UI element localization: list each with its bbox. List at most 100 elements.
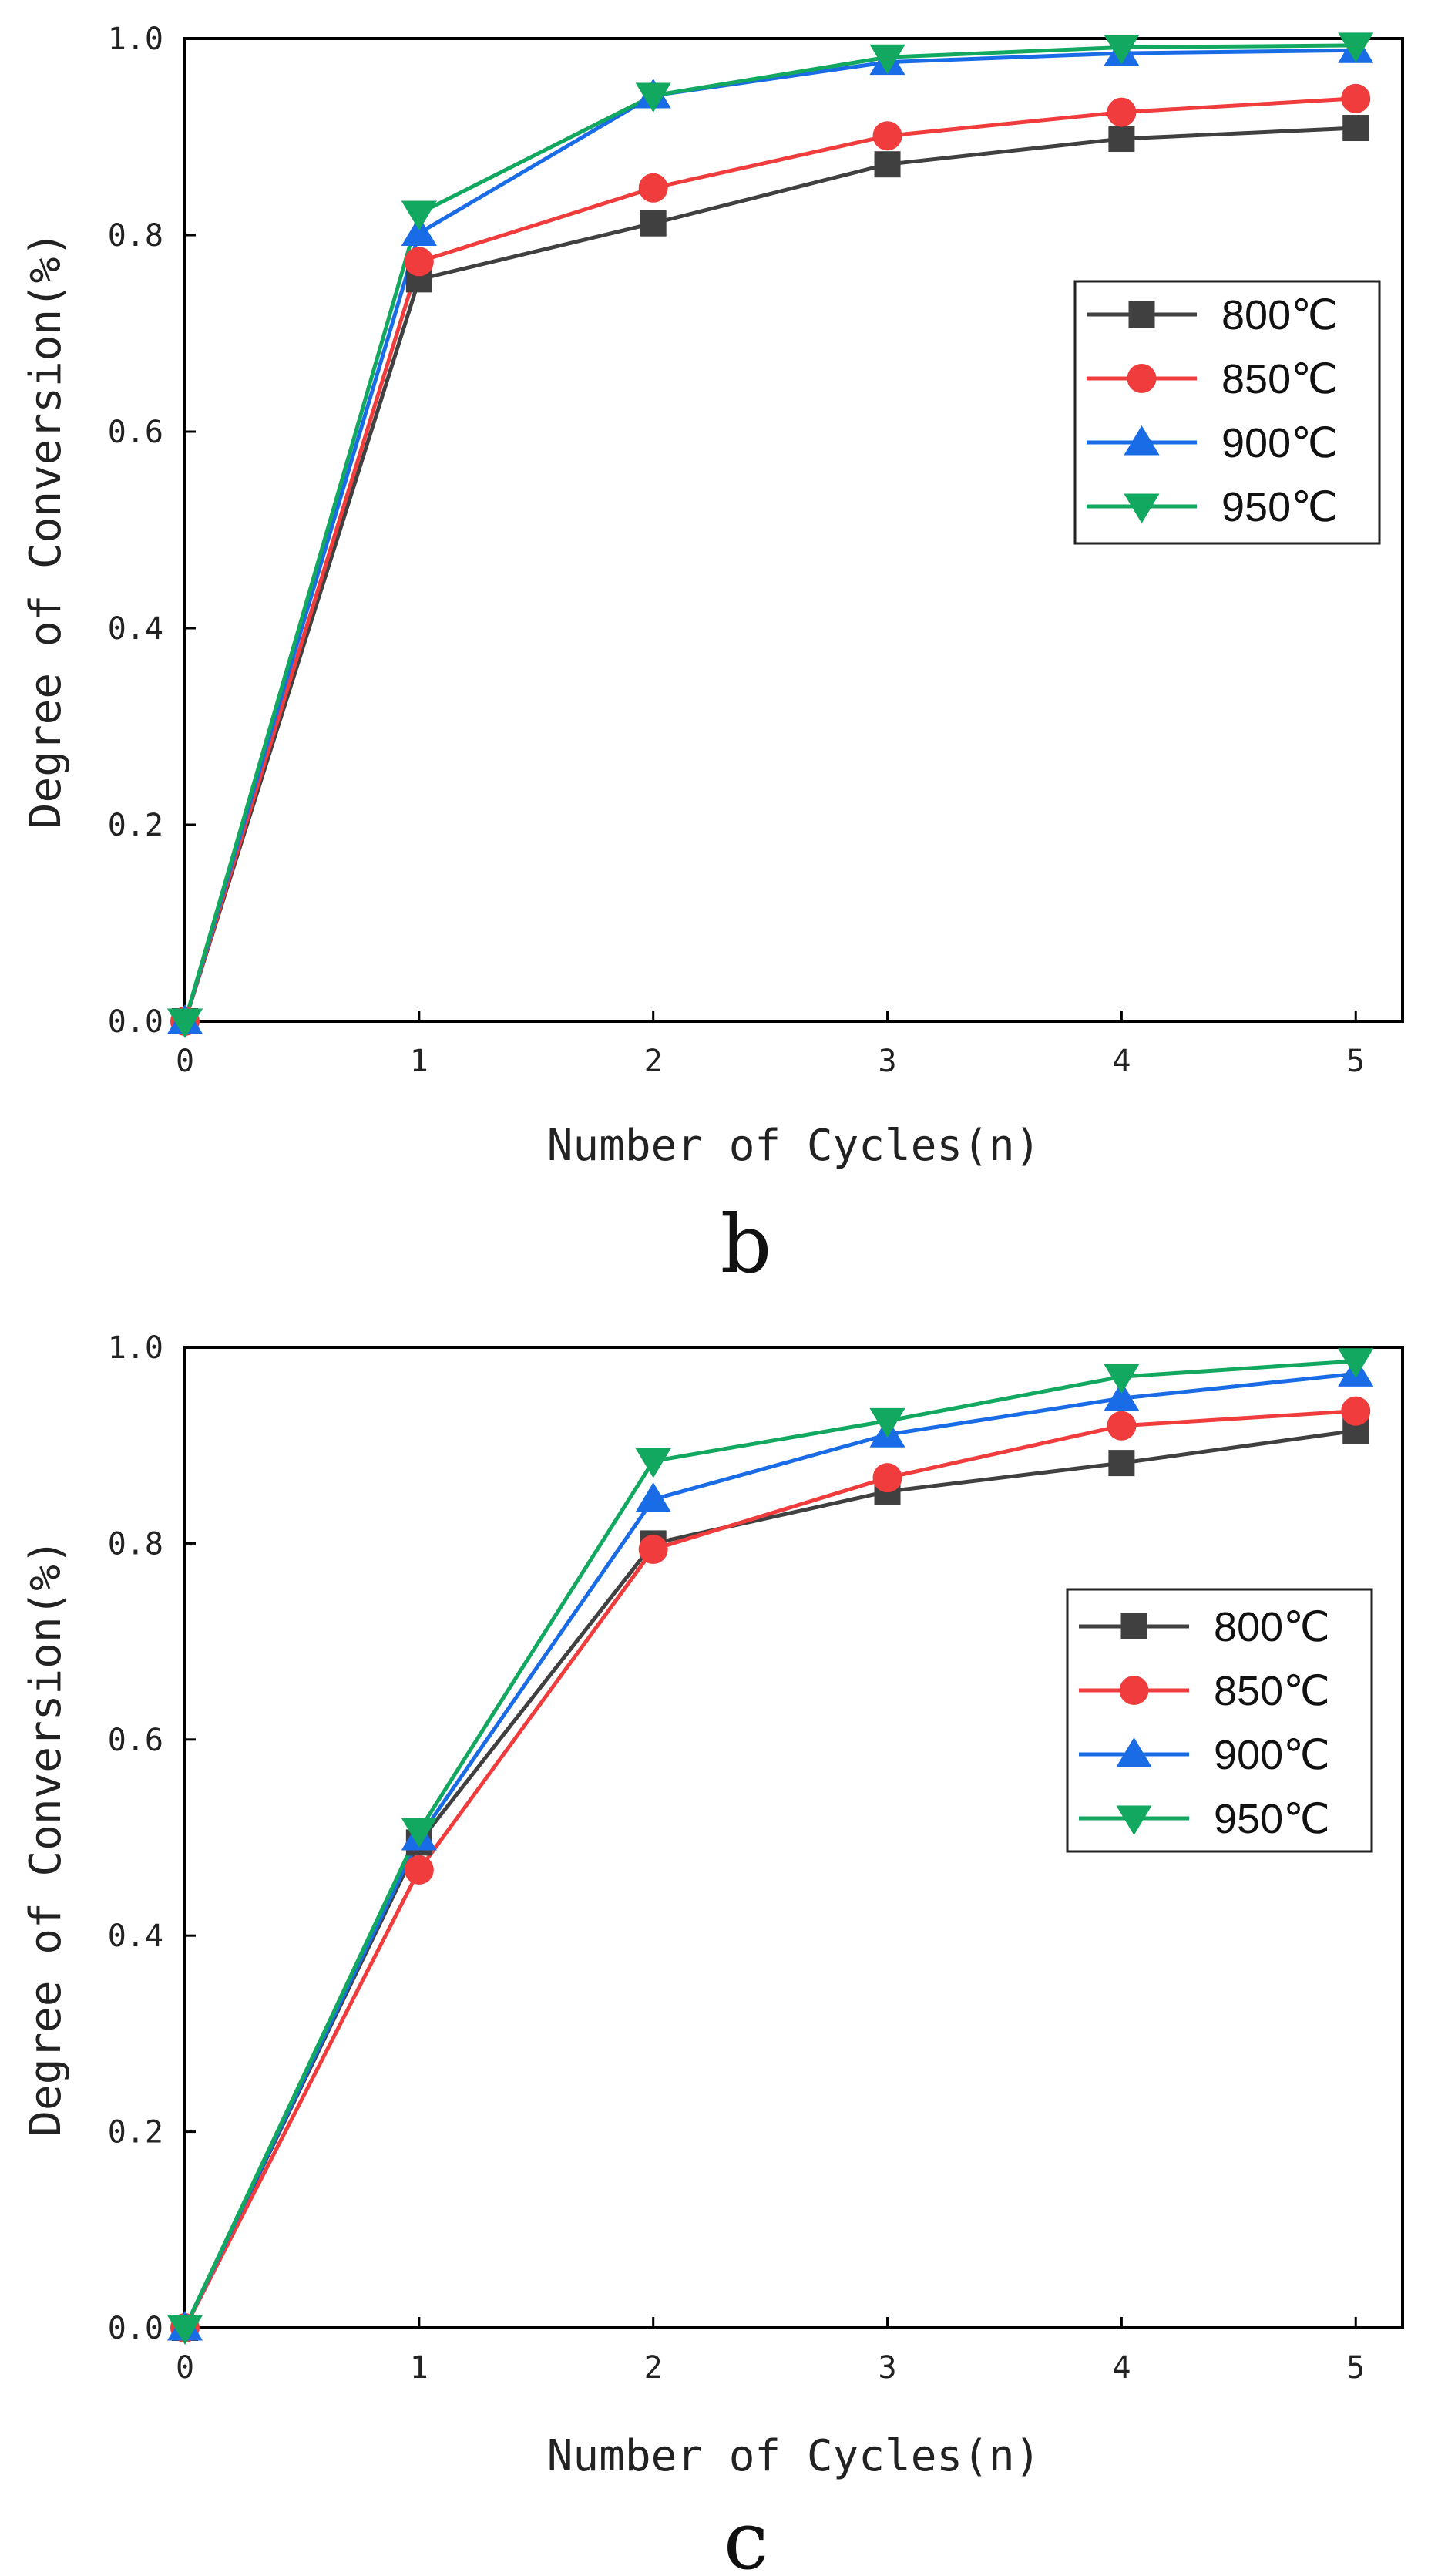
data-point: [401, 1818, 437, 1848]
series-markers-950℃: [166, 1348, 1374, 2345]
data-point: [869, 1407, 905, 1438]
legend-label: 800℃: [1221, 292, 1338, 338]
x-tick-label: 5: [1346, 1044, 1365, 1079]
panel-label: c: [724, 2494, 768, 2576]
series-markers-850℃: [170, 83, 1371, 1036]
y-tick-label: 0.6: [108, 1723, 163, 1758]
data-point: [635, 1482, 671, 1512]
panel-label: b: [721, 1197, 772, 1291]
legend-marker: [1124, 425, 1160, 456]
legend-marker: [1116, 1805, 1152, 1835]
x-tick-label: 3: [878, 2350, 896, 2386]
x-tick-label: 0: [176, 1044, 194, 1079]
legend-marker: [1116, 1737, 1152, 1767]
data-point: [872, 1463, 902, 1493]
series-line: [183, 1359, 1356, 2329]
legend-label: 850℃: [1221, 356, 1338, 402]
data-point: [166, 1008, 203, 1038]
legend-label: 800℃: [1214, 1604, 1330, 1650]
legend-label: 950℃: [1221, 484, 1338, 530]
y-tick-label: 0.4: [108, 1919, 163, 1954]
data-point: [1104, 34, 1140, 65]
data-point: [638, 1535, 668, 1565]
data-point: [1338, 32, 1374, 62]
plot-frame: [183, 1346, 1404, 2329]
series-950℃: [183, 43, 1356, 1022]
y-axis-title: Degree of Conversion(%): [21, 1539, 71, 2136]
y-tick-label: 0.2: [108, 2115, 163, 2151]
data-point: [166, 2315, 203, 2345]
x-tick-label: 2: [644, 1044, 663, 1079]
legend: 800℃ 850℃ 900℃ 950℃: [1073, 280, 1381, 545]
x-tick-label: 3: [878, 1044, 896, 1079]
data-point: [1341, 83, 1371, 113]
y-tick-label: 0.0: [108, 1004, 163, 1040]
data-point: [640, 210, 667, 237]
plot-frame: [183, 37, 1404, 1023]
series-800℃: [183, 1428, 1356, 2329]
legend-marker: [1119, 1676, 1149, 1705]
series-markers-950℃: [166, 32, 1374, 1038]
x-tick-label: 4: [1112, 1044, 1131, 1079]
legend: 800℃ 850℃ 900℃ 950℃: [1066, 1588, 1373, 1853]
data-point: [1107, 1411, 1137, 1441]
data-point: [1104, 1381, 1140, 1411]
x-tick-label: 1: [410, 2350, 428, 2386]
series-markers-850℃: [170, 1396, 1371, 2342]
legend-label: 900℃: [1214, 1732, 1330, 1778]
y-tick-label: 0.8: [108, 1526, 163, 1562]
series-line: [183, 43, 1356, 1022]
legend-marker: [1124, 493, 1160, 523]
chart-panel-b: 0 1 2 3 4 5 0.0 0.2 0.4 0.6 0.8 1.0 Number of Cycles…: [21, 22, 1404, 1291]
chart-panel-c: 0 1 2 3 4 5 0.0 0.2 0.4 0.6 0.8 1.0 Number of Cycles…: [21, 1330, 1404, 2576]
series-900℃: [183, 48, 1356, 1022]
data-point: [1108, 126, 1135, 153]
x-tick-label: 0: [176, 2350, 194, 2386]
data-point: [404, 247, 434, 277]
data-point: [1338, 1348, 1374, 1378]
legend-label: 900℃: [1221, 420, 1338, 466]
series-markers-800℃: [172, 1417, 1369, 2341]
data-point: [401, 216, 437, 246]
y-tick-label: 0.6: [108, 415, 163, 450]
y-axis-title: Degree of Conversion(%): [21, 231, 71, 829]
data-point: [635, 82, 671, 113]
x-tick-label: 1: [410, 1044, 428, 1079]
data-point: [1107, 97, 1137, 127]
series-line: [183, 1428, 1356, 2329]
y-tick-label: 1.0: [108, 1330, 163, 1366]
data-point: [1341, 1396, 1371, 1426]
series-line: [183, 48, 1356, 1022]
data-point: [1108, 1450, 1135, 1477]
legend-marker: [1127, 364, 1157, 393]
series-850℃: [183, 1409, 1356, 2329]
legend-box: [1073, 280, 1381, 545]
data-point: [872, 121, 902, 151]
data-point: [874, 151, 901, 178]
data-point: [635, 1448, 671, 1478]
data-point: [638, 173, 668, 203]
legend-label: 850℃: [1214, 1668, 1330, 1714]
data-point: [404, 1855, 434, 1885]
x-axis-title: Number of Cycles(n): [547, 2431, 1041, 2481]
y-tick-label: 0.0: [108, 2311, 163, 2346]
data-point: [869, 44, 905, 75]
x-axis-title: Number of Cycles(n): [547, 1121, 1041, 1171]
y-tick-label: 0.4: [108, 611, 163, 647]
y-tick-label: 0.2: [108, 808, 163, 843]
series-850℃: [183, 96, 1356, 1022]
series-800℃: [183, 126, 1356, 1022]
y-tick-label: 1.0: [108, 22, 163, 57]
data-point: [401, 200, 437, 230]
legend-marker: [1120, 1613, 1147, 1639]
data-point: [1104, 1364, 1140, 1394]
x-tick-label: 5: [1346, 2350, 1365, 2386]
x-tick-label: 2: [644, 2350, 663, 2386]
x-tick-label: 4: [1112, 2350, 1131, 2386]
series-900℃: [183, 1371, 1356, 2329]
data-point: [1342, 115, 1369, 142]
series-line: [183, 1409, 1356, 2329]
series-line: [183, 126, 1356, 1022]
series-line: [183, 96, 1356, 1022]
